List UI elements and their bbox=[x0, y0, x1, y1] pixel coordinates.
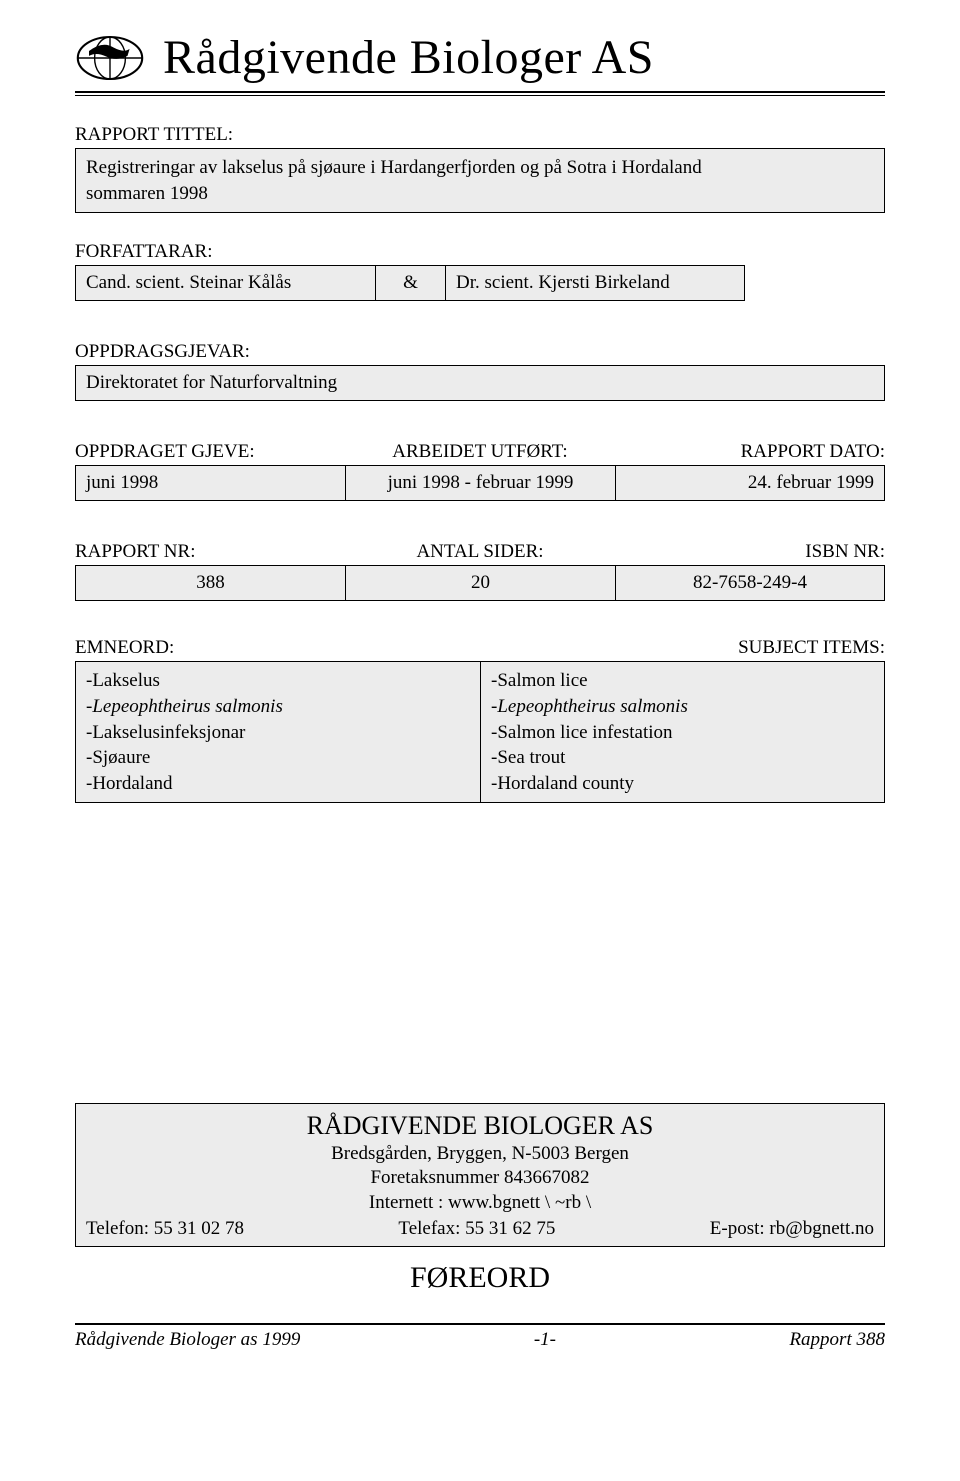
subject-4: -Sea trout bbox=[491, 745, 874, 771]
authors-row: Cand. scient. Steinar Kålås & Dr. scient… bbox=[75, 265, 885, 301]
page: Rådgivende Biologer AS RAPPORT TITTEL: R… bbox=[0, 0, 960, 1391]
header-rule-thin bbox=[75, 95, 885, 96]
author-amp: & bbox=[375, 265, 445, 301]
contact-epost: E-post: rb@bgnett.no bbox=[710, 1218, 874, 1240]
subject-5: -Hordaland county bbox=[491, 771, 874, 797]
report-title-line2: sommaren 1998 bbox=[86, 181, 874, 207]
subject-2: -Lepeophtheirus salmonis bbox=[491, 694, 874, 720]
footer-left: Rådgivende Biologer as 1999 bbox=[75, 1329, 300, 1351]
emneord-3: -Lakselusinfeksjonar bbox=[86, 720, 470, 746]
keywords-labels: EMNEORD: SUBJECT ITEMS: bbox=[75, 637, 885, 661]
subject-label: SUBJECT ITEMS: bbox=[738, 637, 885, 659]
performed-value: juni 1998 - februar 1999 bbox=[345, 465, 615, 501]
author-1: Cand. scient. Steinar Kålås bbox=[75, 265, 375, 301]
report-title-section: RAPPORT TITTEL: Registreringar av laksel… bbox=[75, 124, 885, 213]
foreword-heading: FØREORD bbox=[75, 1261, 885, 1295]
pages-col: ANTAL SIDER: 20 bbox=[345, 541, 615, 601]
contact-box: RÅDGIVENDE BIOLOGER AS Bredsgården, Bryg… bbox=[75, 1103, 885, 1246]
date-col: RAPPORT DATO: 24. februar 1999 bbox=[615, 441, 885, 501]
emneord-label: EMNEORD: bbox=[75, 637, 174, 659]
given-label: OPPDRAGET GJEVE: bbox=[75, 441, 345, 463]
emneord-5: -Hordaland bbox=[86, 771, 470, 797]
reportnr-col: RAPPORT NR: 388 bbox=[75, 541, 345, 601]
report-title-label: RAPPORT TITTEL: bbox=[75, 124, 885, 146]
given-col: OPPDRAGET GJEVE: juni 1998 bbox=[75, 441, 345, 501]
company-title: Rådgivende Biologer AS bbox=[163, 30, 654, 85]
emneord-box: -Lakselus -Lepeophtheirus salmonis -Laks… bbox=[75, 661, 480, 803]
footer-center: -1- bbox=[534, 1329, 556, 1351]
client-label: OPPDRAGSGJEVAR: bbox=[75, 341, 885, 363]
dates-section: OPPDRAGET GJEVE: juni 1998 ARBEIDET UTFØ… bbox=[75, 441, 885, 501]
contact-row: Telefon: 55 31 02 78 Telefax: 55 31 62 7… bbox=[86, 1218, 874, 1240]
contact-address: Bredsgården, Bryggen, N-5003 Bergen bbox=[86, 1142, 874, 1167]
contact-telefax: Telefax: 55 31 62 75 bbox=[398, 1218, 555, 1240]
pages-value: 20 bbox=[345, 565, 615, 601]
authors-label: FORFATTARAR: bbox=[75, 241, 885, 263]
isbn-value: 82-7658-249-4 bbox=[615, 565, 885, 601]
footer-rule bbox=[75, 1323, 885, 1325]
header-rule-thick bbox=[75, 91, 885, 93]
isbn-label: ISBN NR: bbox=[615, 541, 885, 563]
report-title-line1: Registreringar av lakselus på sjøaure i … bbox=[86, 155, 874, 181]
date-value: 24. februar 1999 bbox=[615, 465, 885, 501]
contact-foretak: Foretaksnummer 843667082 bbox=[86, 1166, 874, 1191]
globe-fish-logo bbox=[75, 33, 145, 83]
contact-title: RÅDGIVENDE BIOLOGER AS bbox=[86, 1110, 874, 1141]
date-label: RAPPORT DATO: bbox=[615, 441, 885, 463]
subject-1: -Salmon lice bbox=[491, 668, 874, 694]
keywords-section: EMNEORD: SUBJECT ITEMS: -Lakselus -Lepeo… bbox=[75, 637, 885, 803]
pages-label: ANTAL SIDER: bbox=[345, 541, 615, 563]
given-value: juni 1998 bbox=[75, 465, 345, 501]
footer-right: Rapport 388 bbox=[789, 1329, 885, 1351]
subject-3: -Salmon lice infestation bbox=[491, 720, 874, 746]
isbn-col: ISBN NR: 82-7658-249-4 bbox=[615, 541, 885, 601]
subject-box: -Salmon lice -Lepeophtheirus salmonis -S… bbox=[480, 661, 885, 803]
client-section: OPPDRAGSGJEVAR: Direktoratet for Naturfo… bbox=[75, 341, 885, 401]
report-title-box: Registreringar av lakselus på sjøaure i … bbox=[75, 148, 885, 213]
performed-label: ARBEIDET UTFØRT: bbox=[345, 441, 615, 463]
dates-row: OPPDRAGET GJEVE: juni 1998 ARBEIDET UTFØ… bbox=[75, 441, 885, 501]
header: Rådgivende Biologer AS bbox=[75, 30, 885, 85]
emneord-2: -Lepeophtheirus salmonis bbox=[86, 694, 470, 720]
footer: Rådgivende Biologer as 1999 -1- Rapport … bbox=[75, 1329, 885, 1371]
performed-col: ARBEIDET UTFØRT: juni 1998 - februar 199… bbox=[345, 441, 615, 501]
contact-telefon: Telefon: 55 31 02 78 bbox=[86, 1218, 244, 1240]
keywords-boxes: -Lakselus -Lepeophtheirus salmonis -Laks… bbox=[75, 661, 885, 803]
client-box: Direktoratet for Naturforvaltning bbox=[75, 365, 885, 401]
author-2: Dr. scient. Kjersti Birkeland bbox=[445, 265, 745, 301]
contact-internett: Internett : www.bgnett \ ~rb \ bbox=[86, 1191, 874, 1216]
reportnr-value: 388 bbox=[75, 565, 345, 601]
authors-section: FORFATTARAR: Cand. scient. Steinar Kålås… bbox=[75, 241, 885, 301]
emneord-4: -Sjøaure bbox=[86, 745, 470, 771]
report-meta-row: RAPPORT NR: 388 ANTAL SIDER: 20 ISBN NR:… bbox=[75, 541, 885, 601]
report-meta-section: RAPPORT NR: 388 ANTAL SIDER: 20 ISBN NR:… bbox=[75, 541, 885, 601]
emneord-1: -Lakselus bbox=[86, 668, 470, 694]
reportnr-label: RAPPORT NR: bbox=[75, 541, 345, 563]
